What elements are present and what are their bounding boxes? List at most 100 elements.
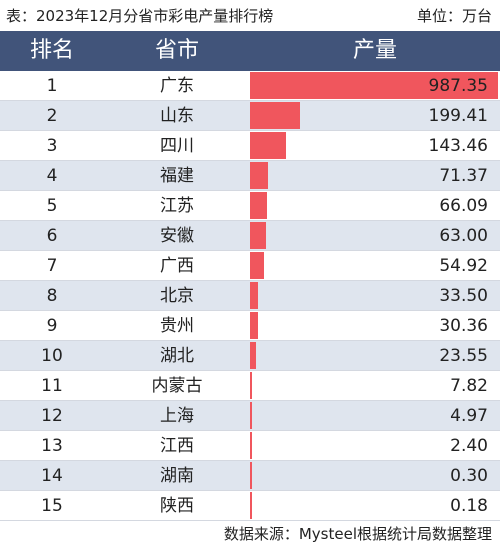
output-value: 33.50 (439, 286, 488, 306)
province-cell: 四川 (160, 136, 194, 156)
output-value: 63.00 (439, 226, 488, 246)
output-bar (250, 372, 252, 399)
output-value: 66.09 (439, 196, 488, 216)
table-row: 3 四川 143.46 (0, 131, 500, 161)
output-value: 2.40 (450, 436, 488, 456)
output-cell: 2.40 (250, 431, 500, 460)
column-header-output: 产量 (352, 38, 397, 63)
output-cell: 33.50 (250, 281, 500, 310)
table-row: 12 上海 4.97 (0, 401, 500, 431)
province-cell: 江西 (160, 436, 194, 456)
rank-cell: 8 (46, 286, 58, 306)
output-cell: 0.18 (250, 491, 500, 520)
output-cell: 23.55 (250, 341, 500, 370)
output-cell: 0.30 (250, 461, 500, 490)
output-bar (250, 132, 287, 159)
output-value: 199.41 (428, 106, 488, 126)
table-row: 15 陕西 0.18 (0, 491, 500, 521)
output-bar (250, 222, 266, 249)
province-cell: 广西 (160, 256, 194, 276)
column-header-province: 省市 (154, 38, 199, 63)
rank-cell: 14 (41, 466, 63, 486)
output-bar (250, 252, 264, 279)
output-value: 143.46 (428, 136, 488, 156)
output-bar (250, 192, 267, 219)
rank-cell: 15 (41, 496, 63, 516)
table-title: 表：2023年12月分省市彩电产量排行榜 (6, 7, 274, 25)
unit-label: 单位：万台 (416, 7, 492, 25)
output-bar (250, 72, 498, 99)
rank-cell: 12 (41, 406, 63, 426)
output-cell: 7.82 (250, 371, 500, 400)
output-cell: 54.92 (250, 251, 500, 280)
output-value: 987.35 (428, 76, 488, 96)
province-cell: 北京 (160, 286, 194, 306)
output-value: 23.55 (439, 346, 488, 366)
output-cell: 71.37 (250, 161, 500, 190)
column-header-rank: 排名 (29, 38, 74, 63)
output-cell: 63.00 (250, 221, 500, 250)
table-row: 9 贵州 30.36 (0, 311, 500, 341)
province-cell: 山东 (160, 106, 194, 126)
ranking-table: 排名 省市 产量 1 广东 987.35 2 山东 199.41 3 四川 143.46 4 福建 7… (0, 31, 500, 521)
rank-cell: 9 (46, 316, 58, 336)
output-bar (250, 282, 259, 309)
rank-cell: 11 (41, 376, 63, 396)
output-bar (250, 162, 268, 189)
output-bar (250, 402, 252, 429)
output-bar (250, 312, 258, 339)
table-row: 11 内蒙古 7.82 (0, 371, 500, 401)
output-cell: 66.09 (250, 191, 500, 220)
rank-cell: 13 (41, 436, 63, 456)
table-row: 4 福建 71.37 (0, 161, 500, 191)
table-row: 13 江西 2.40 (0, 431, 500, 461)
output-value: 54.92 (439, 256, 488, 276)
data-source-note: 数据来源：Mysteel根据统计局数据整理 (223, 525, 492, 543)
output-bar (250, 102, 301, 129)
title-bar: 表：2023年12月分省市彩电产量排行榜 单位：万台 (0, 0, 500, 28)
output-cell: 30.36 (250, 311, 500, 340)
province-cell: 安徽 (160, 226, 194, 246)
output-value: 0.30 (450, 466, 488, 486)
table-row: 10 湖北 23.55 (0, 341, 500, 371)
table-row: 8 北京 33.50 (0, 281, 500, 311)
rank-cell: 3 (46, 136, 58, 156)
province-cell: 广东 (160, 76, 194, 96)
province-cell: 内蒙古 (151, 376, 203, 396)
output-cell: 143.46 (250, 131, 500, 160)
rank-cell: 5 (46, 196, 58, 216)
output-cell: 4.97 (250, 401, 500, 430)
output-cell: 987.35 (250, 71, 500, 100)
province-cell: 湖南 (160, 466, 194, 486)
rank-cell: 1 (46, 76, 58, 96)
province-cell: 福建 (160, 166, 194, 186)
output-bar (250, 342, 256, 369)
output-bar (250, 432, 252, 459)
province-cell: 湖北 (160, 346, 194, 366)
rank-cell: 4 (46, 166, 58, 186)
output-value: 30.36 (439, 316, 488, 336)
table-row: 2 山东 199.41 (0, 101, 500, 131)
output-cell: 199.41 (250, 101, 500, 130)
province-cell: 贵州 (160, 316, 194, 336)
output-bar (250, 462, 252, 489)
province-cell: 上海 (160, 406, 194, 426)
rank-cell: 2 (46, 106, 58, 126)
table-row: 6 安徽 63.00 (0, 221, 500, 251)
table-header-row: 排名 省市 产量 (0, 31, 500, 71)
table-row: 5 江苏 66.09 (0, 191, 500, 221)
table-row: 1 广东 987.35 (0, 71, 500, 101)
table-body: 1 广东 987.35 2 山东 199.41 3 四川 143.46 4 福建 71.37 5 江苏 66… (0, 71, 500, 521)
output-bar (250, 492, 252, 519)
rank-cell: 7 (46, 256, 58, 276)
table-row: 14 湖南 0.30 (0, 461, 500, 491)
output-value: 0.18 (450, 496, 488, 516)
province-cell: 江苏 (160, 196, 194, 216)
rank-cell: 10 (41, 346, 63, 366)
output-value: 4.97 (450, 406, 488, 426)
output-value: 71.37 (439, 166, 488, 186)
province-cell: 陕西 (160, 496, 194, 516)
rank-cell: 6 (46, 226, 58, 246)
table-row: 7 广西 54.92 (0, 251, 500, 281)
output-value: 7.82 (450, 376, 488, 396)
